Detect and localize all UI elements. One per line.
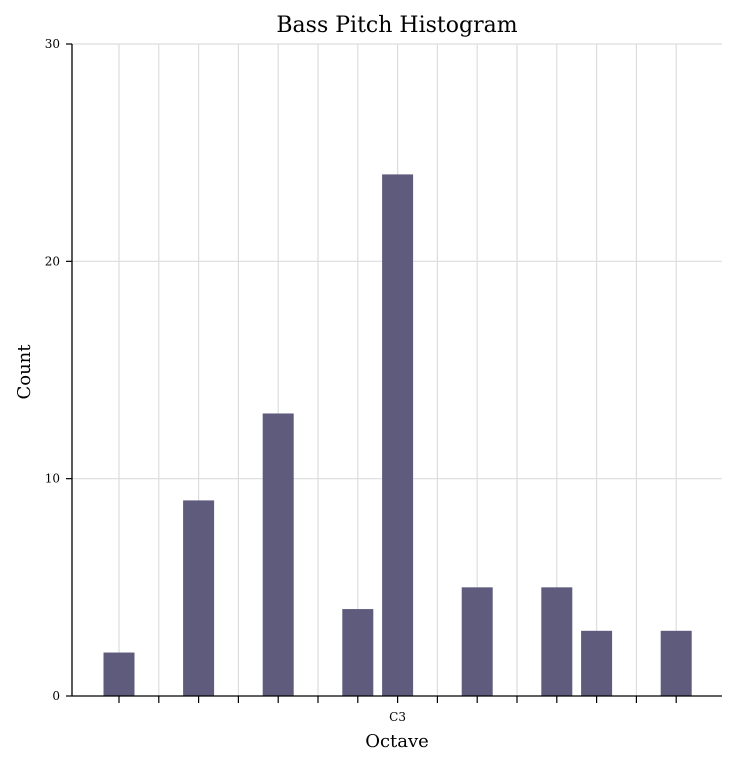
chart-title: Bass Pitch Histogram — [276, 13, 517, 38]
histogram-bar — [103, 652, 135, 696]
histogram-bar — [262, 413, 294, 696]
histogram-bar — [461, 587, 493, 696]
histogram-bar — [660, 630, 692, 696]
histogram-bar — [581, 630, 613, 696]
histogram-bar — [541, 587, 573, 696]
histogram-bar — [342, 609, 374, 696]
histogram-bar — [183, 500, 215, 696]
x-axis-label: Octave — [365, 731, 429, 752]
y-tick-label: 0 — [52, 689, 60, 703]
y-tick-label: 10 — [45, 472, 60, 486]
y-tick-label: 20 — [45, 254, 60, 268]
x-ticks: C3 — [118, 696, 677, 724]
histogram-bar — [382, 174, 414, 696]
x-tick-label: C3 — [389, 710, 406, 724]
bars — [103, 174, 692, 696]
y-tick-label: 30 — [45, 37, 60, 51]
y-ticks: 0 10 20 30 — [45, 37, 72, 703]
y-axis-label: Count — [14, 344, 35, 400]
